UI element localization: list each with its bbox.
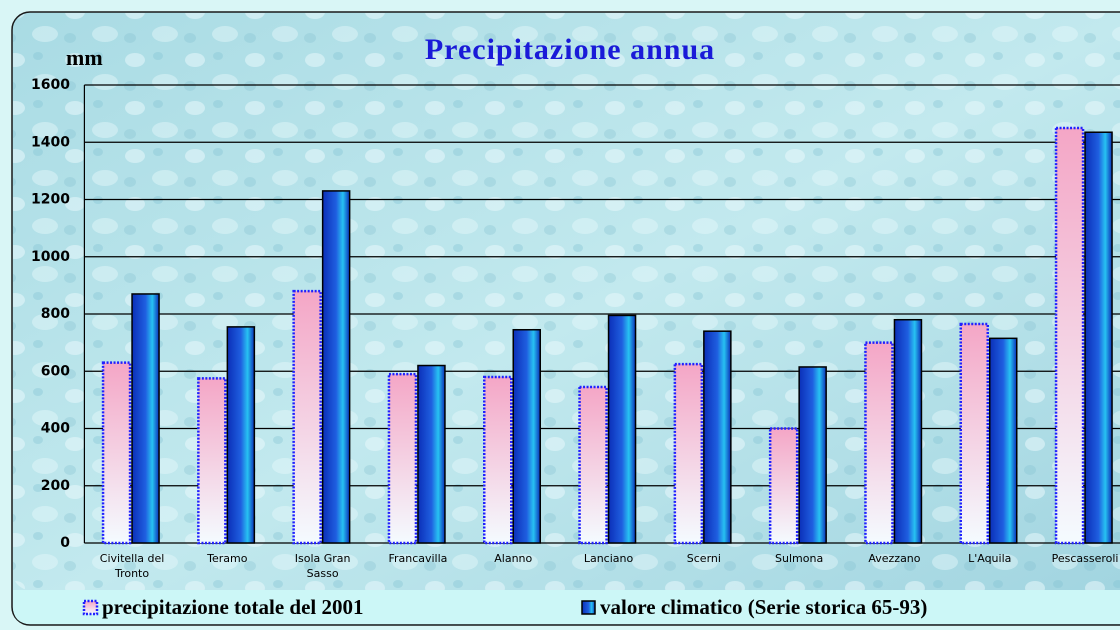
x-tick-label: Isola Gran Sasso xyxy=(294,552,351,580)
bar xyxy=(387,372,418,545)
y-tick-label: 1400 xyxy=(31,134,70,150)
bar xyxy=(1054,126,1085,545)
bar xyxy=(578,385,608,545)
x-tick-label: Sulmona xyxy=(775,552,824,565)
bar xyxy=(864,341,894,545)
bar xyxy=(321,190,351,544)
bar xyxy=(197,377,227,545)
bar xyxy=(768,427,799,545)
y-axis-label: mm xyxy=(66,45,103,70)
x-tick-label: Francavilla xyxy=(388,552,448,565)
bar xyxy=(512,328,541,544)
y-tick-label: 0 xyxy=(60,535,70,551)
y-tick-label: 600 xyxy=(41,363,70,379)
y-tick-label: 200 xyxy=(41,478,70,494)
y-tick-label: 1000 xyxy=(31,249,70,265)
bar xyxy=(703,330,732,544)
x-tick-label: Scerni xyxy=(686,552,721,565)
x-tick-label: Pescasseroli xyxy=(1051,552,1119,565)
bar xyxy=(893,318,923,544)
bar xyxy=(101,361,132,545)
legend-label: precipitazione totale del 2001 xyxy=(102,595,364,619)
bar xyxy=(989,337,1018,544)
y-tick-label: 1600 xyxy=(31,77,70,93)
bar xyxy=(292,289,322,545)
legend-label: valore climatico (Serie storica 65-93) xyxy=(600,595,927,619)
x-tick-label: Alanno xyxy=(494,552,533,565)
bar xyxy=(673,362,704,545)
x-tick-label: Civitella del Tronto xyxy=(99,552,165,580)
bar xyxy=(1084,131,1113,544)
bar xyxy=(417,364,446,544)
chart-title: Precipitazione annua xyxy=(425,33,715,66)
x-tick-label: Lanciano xyxy=(583,552,634,565)
bar xyxy=(226,326,256,544)
y-tick-label: 400 xyxy=(41,421,70,437)
x-tick-label: Teramo xyxy=(207,552,248,565)
texture xyxy=(13,13,1120,590)
legend-swatch xyxy=(581,600,596,615)
bar xyxy=(959,322,989,545)
y-tick-label: 1200 xyxy=(31,192,70,208)
legend-band xyxy=(13,590,1120,624)
bar xyxy=(483,375,513,545)
y-tick-label: 800 xyxy=(41,306,70,322)
bar xyxy=(798,366,827,544)
legend-swatch xyxy=(82,599,99,616)
x-tick-label: Avezzano xyxy=(868,552,921,565)
x-tick-label: L'Aquila xyxy=(968,552,1012,565)
bar xyxy=(607,314,637,544)
bar xyxy=(131,293,160,544)
